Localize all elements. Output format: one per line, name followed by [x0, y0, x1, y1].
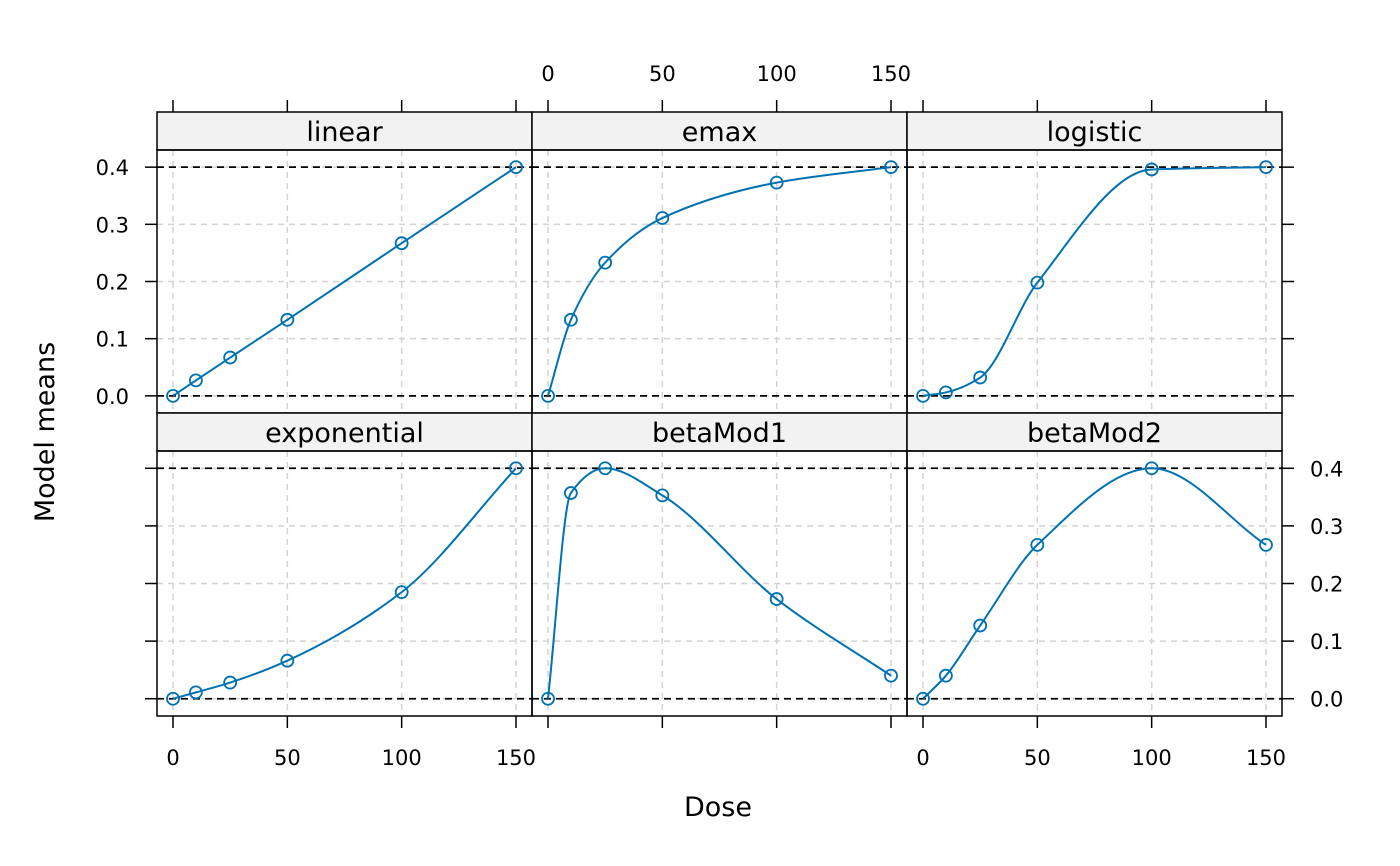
- data-point: [598, 255, 613, 270]
- x-tick-label: 100: [1132, 746, 1172, 770]
- strip-label: exponential: [265, 418, 424, 449]
- data-point: [769, 592, 784, 606]
- y-tick-label: 0.0: [96, 385, 129, 409]
- data-point: [1259, 160, 1273, 175]
- data-point: [563, 486, 578, 500]
- x-tick-label: 0: [541, 62, 554, 86]
- data-point: [916, 388, 930, 403]
- y-axis-title: Model means: [30, 342, 61, 522]
- data-point: [884, 668, 898, 683]
- data-point: [1259, 538, 1273, 552]
- x-tick-label: 0: [166, 746, 179, 770]
- x-tick-label: 50: [274, 746, 301, 770]
- y-tick-label: 0.2: [1310, 573, 1343, 597]
- data-point: [541, 388, 555, 403]
- data-point: [394, 585, 409, 600]
- data-point: [1030, 275, 1045, 290]
- data-point: [938, 385, 953, 400]
- data-point: [938, 668, 953, 683]
- data-point: [223, 350, 238, 365]
- x-tick-label: 150: [496, 746, 536, 770]
- data-point: [166, 691, 180, 706]
- strip-label: linear: [306, 117, 383, 148]
- series-line-betaMod2: [922, 467, 1267, 700]
- panel-strip: [906, 412, 1283, 452]
- x-tick-label: 0: [916, 746, 929, 770]
- series-line-logistic: [922, 166, 1267, 397]
- series-line-exponential: [172, 467, 517, 700]
- data-point: [563, 312, 578, 327]
- x-tick-label: 50: [649, 62, 676, 86]
- data-point: [280, 653, 295, 668]
- data-point: [655, 211, 670, 225]
- strip-label: betaMod1: [652, 418, 787, 449]
- x-tick-label: 150: [1246, 746, 1286, 770]
- series-line-betaMod1: [547, 467, 892, 699]
- axes-layer: 0.0 0.1 0.2 0.3 0.4 0.0 0.1 0.2 0.3 0.4 0 50 100 150 0…: [96, 62, 1344, 770]
- series-line-emax: [547, 166, 892, 397]
- y-tick-label: 0.1: [1310, 630, 1343, 654]
- data-point: [884, 160, 898, 175]
- data-point: [655, 488, 670, 503]
- data-point: [509, 160, 523, 175]
- x-tick-label: 100: [382, 746, 422, 770]
- x-tick-label: 150: [871, 62, 911, 86]
- data-point: [973, 618, 988, 633]
- y-tick-label: 0.2: [96, 271, 129, 295]
- x-tick-label: 100: [757, 62, 797, 86]
- data-point: [188, 685, 203, 700]
- x-axis-title: Dose: [684, 792, 752, 823]
- data-point: [1144, 162, 1159, 177]
- x-tick-label: 50: [1024, 746, 1051, 770]
- y-tick-label: 0.4: [96, 156, 129, 180]
- data-point: [223, 675, 238, 690]
- strip-label: betaMod2: [1027, 418, 1162, 449]
- data-point: [166, 388, 180, 403]
- data-point: [598, 461, 613, 476]
- data-point: [1144, 461, 1159, 476]
- strip-label: logistic: [1047, 117, 1143, 148]
- strip-label: emax: [682, 117, 757, 148]
- data-point: [188, 373, 203, 388]
- data-point: [509, 461, 523, 476]
- data-point: [280, 312, 295, 327]
- y-tick-label: 0.3: [96, 213, 129, 237]
- panel-strip: [156, 111, 533, 151]
- series-line-linear: [172, 166, 517, 397]
- y-tick-label: 0.1: [96, 328, 129, 352]
- y-tick-label: 0.0: [1310, 688, 1343, 712]
- data-point: [973, 370, 988, 385]
- panel-strip: [531, 412, 908, 452]
- data-point: [541, 691, 555, 706]
- data-point: [769, 175, 784, 190]
- y-tick-label: 0.3: [1310, 515, 1343, 539]
- frames-layer: linear emax logistic exponential betaMod1 bet…: [156, 111, 1283, 717]
- data-layer: [157, 160, 1282, 706]
- y-tick-label: 0.4: [1310, 457, 1343, 481]
- data-point: [394, 236, 409, 251]
- data-point: [916, 691, 930, 706]
- data-point: [1030, 538, 1045, 552]
